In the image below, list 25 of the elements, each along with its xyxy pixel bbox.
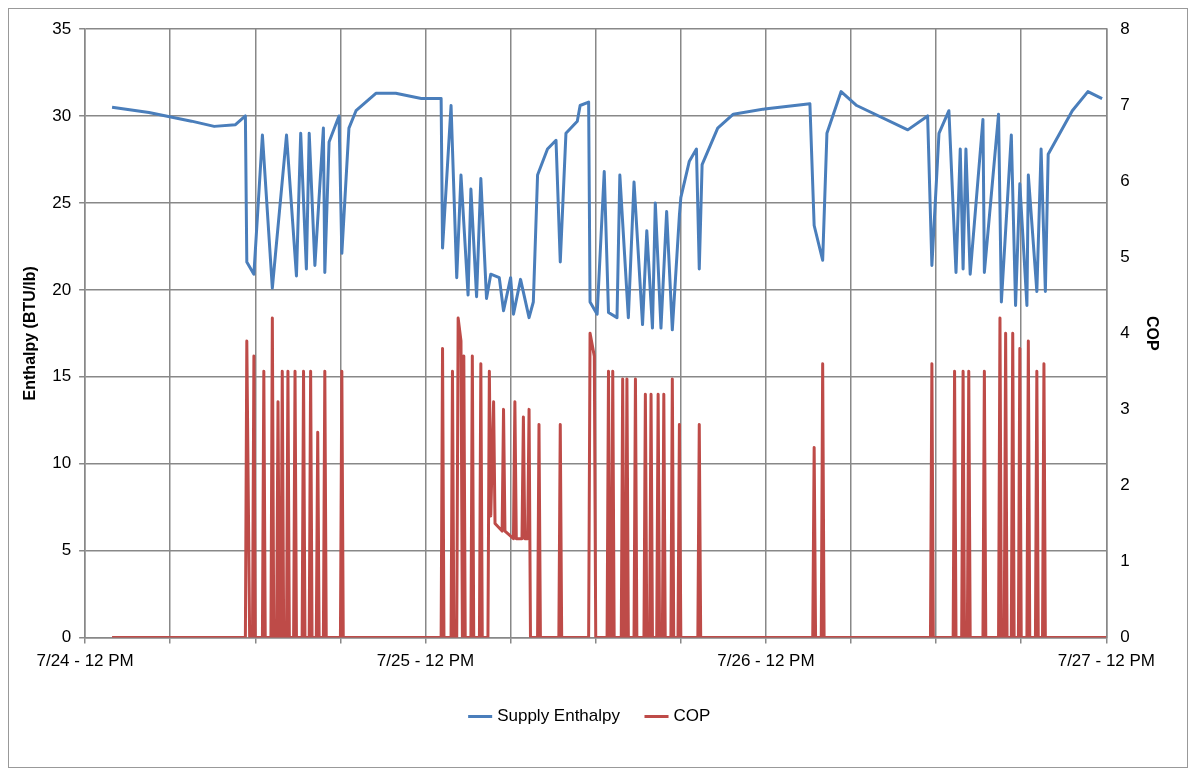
y2-tick-label: 2 — [1120, 475, 1130, 495]
legend-label: COP — [673, 706, 711, 726]
x-tick-label: 7/24 - 12 PM — [36, 651, 134, 671]
y-tick-label: 5 — [61, 540, 72, 560]
x-tick-label: 7/27 - 12 PM — [1057, 651, 1156, 671]
y2-tick-label: 8 — [1120, 18, 1130, 38]
y-tick-label: 35 — [52, 18, 72, 38]
y2-tick-label: 3 — [1120, 399, 1130, 419]
y2-tick-label: 7 — [1120, 94, 1130, 114]
y2-tick-label: 4 — [1120, 322, 1130, 342]
y-tick-label: 15 — [52, 366, 72, 386]
x-tick-label: 7/25 - 12 PM — [376, 651, 475, 671]
y2-tick-label: 5 — [1120, 246, 1130, 266]
y-axis-title: Enthalpy (BTU/lb) — [21, 266, 39, 401]
legend-label: Supply Enthalpy — [497, 706, 621, 726]
y-tick-label: 25 — [52, 192, 72, 212]
y-tick-label: 10 — [52, 453, 72, 473]
y2-tick-label: 6 — [1120, 170, 1130, 190]
y2-tick-label: 0 — [1120, 627, 1130, 647]
y-tick-label: 20 — [52, 279, 72, 299]
y-tick-label: 30 — [52, 105, 72, 125]
y2-axis-title: COP — [1143, 315, 1161, 351]
y-tick-label: 0 — [61, 627, 72, 647]
y2-tick-label: 1 — [1120, 551, 1130, 571]
x-tick-label: 7/26 - 12 PM — [717, 651, 815, 671]
